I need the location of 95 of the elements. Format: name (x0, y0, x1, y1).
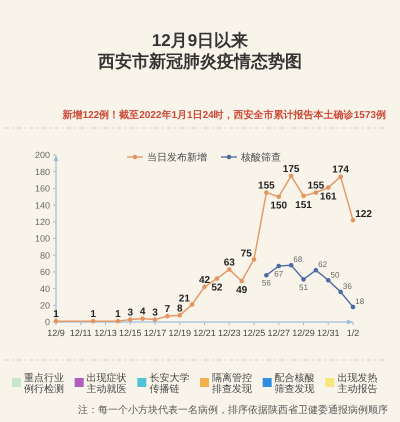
category-label: 出现症状主动就医 (86, 372, 127, 395)
point (350, 218, 356, 222)
data-label: 68 (293, 255, 303, 264)
point (90, 318, 96, 324)
point (338, 174, 343, 180)
point (165, 314, 170, 318)
y-tick-label: 100 (34, 234, 50, 244)
point (301, 277, 306, 282)
y-tick-label: 0 (44, 317, 50, 328)
x-tick-label: 12/31 (316, 328, 340, 338)
y-tick-label: 160 (34, 184, 50, 194)
category-label: 出现发热主动报告 (337, 372, 378, 395)
point (326, 185, 331, 190)
data-label: 4 (140, 306, 146, 318)
category-label: 重点行业例行检测 (24, 372, 64, 395)
y-tick-label: 180 (34, 166, 50, 177)
category-label: 隔离管控排查发现 (212, 372, 252, 395)
y-tick-label: 140 (34, 200, 50, 210)
data-label: 75 (240, 248, 252, 260)
point (252, 257, 256, 262)
point (202, 284, 207, 290)
y-tick-label: 20 (40, 300, 50, 310)
chart-title: 12月9日以来 (152, 31, 248, 50)
point (152, 317, 158, 322)
x-tick-label: 12/23 (218, 328, 241, 338)
data-label: 62 (318, 260, 328, 270)
legend-label: 当日发布新增 (147, 152, 207, 164)
point (314, 268, 318, 273)
x-tick-label: 12/19 (168, 328, 192, 338)
data-label: 1 (53, 309, 60, 320)
x-tick-label: 12/13 (94, 328, 117, 338)
y-tick-label: 120 (34, 217, 50, 227)
x-tick-label: 12/29 (292, 328, 315, 338)
data-label: 56 (262, 278, 272, 288)
data-label: 49 (236, 285, 248, 296)
point (314, 190, 318, 195)
data-label: 122 (355, 209, 372, 220)
text: 新增122例！截至2022年1月1日24时，西安全市累计报告本土确诊1573例 (62, 109, 386, 121)
data-label: 18 (355, 296, 365, 306)
category-label: 配合核酸筛查发现 (274, 372, 315, 395)
data-label: 175 (282, 164, 300, 175)
x-tick-label: 12/27 (267, 328, 290, 338)
point (128, 317, 133, 322)
y-tick-label: 40 (40, 284, 50, 294)
data-label: 51 (299, 282, 308, 292)
data-label: 21 (178, 293, 190, 304)
data-label: 36 (342, 282, 352, 291)
chart-subtitle: 西安市新冠肺炎疫情态势图 (97, 52, 302, 71)
point (214, 276, 220, 281)
point (350, 304, 356, 310)
data-label: 155 (258, 180, 276, 192)
y-tick-label: 200 (34, 150, 50, 160)
legend-label: 核酸筛查 (240, 152, 281, 164)
x-tick-label: 12/25 (242, 328, 266, 338)
data-label: 150 (270, 200, 288, 212)
point (276, 194, 282, 200)
point (190, 302, 194, 307)
data-label: 8 (176, 303, 183, 314)
data-label: 155 (308, 180, 325, 192)
x-tick-label: 12/11 (70, 328, 92, 338)
y-tick-label: 80 (40, 250, 50, 260)
data-label: 151 (295, 200, 312, 211)
data-label: 42 (198, 274, 210, 286)
point (288, 174, 294, 178)
data-label: 1 (90, 309, 96, 320)
x-tick-label: 1/2 (346, 328, 360, 338)
data-label: 174 (332, 164, 350, 176)
point (264, 190, 269, 195)
data-label: 161 (320, 191, 338, 202)
point (288, 262, 294, 268)
category-label: 长安大学传播链 (149, 372, 190, 395)
point (301, 194, 306, 198)
data-label: 52 (211, 282, 223, 294)
data-label: 63 (224, 257, 236, 268)
point (239, 278, 244, 284)
point (177, 313, 182, 318)
y-tick-label: 60 (40, 267, 50, 278)
text: 注：每一个小方块代表一名病例，排序依据陕西省卫健委通报病例顺序 (78, 404, 388, 416)
data-label: 1 (115, 309, 122, 320)
x-tick-label: 12/15 (118, 328, 142, 338)
data-label: 7 (164, 304, 171, 316)
x-tick-label: 12/9 (47, 328, 65, 338)
data-label: 67 (274, 270, 284, 279)
point (226, 267, 232, 272)
data-label: 3 (127, 307, 134, 318)
point (264, 272, 269, 278)
point (326, 278, 331, 283)
point (140, 316, 145, 321)
data-label: 3 (152, 307, 158, 318)
point (116, 318, 120, 324)
point (338, 290, 343, 294)
point (276, 264, 282, 268)
x-tick-label: 12/21 (193, 328, 216, 338)
x-tick-label: 12/17 (144, 328, 166, 338)
data-label: 50 (330, 270, 340, 280)
